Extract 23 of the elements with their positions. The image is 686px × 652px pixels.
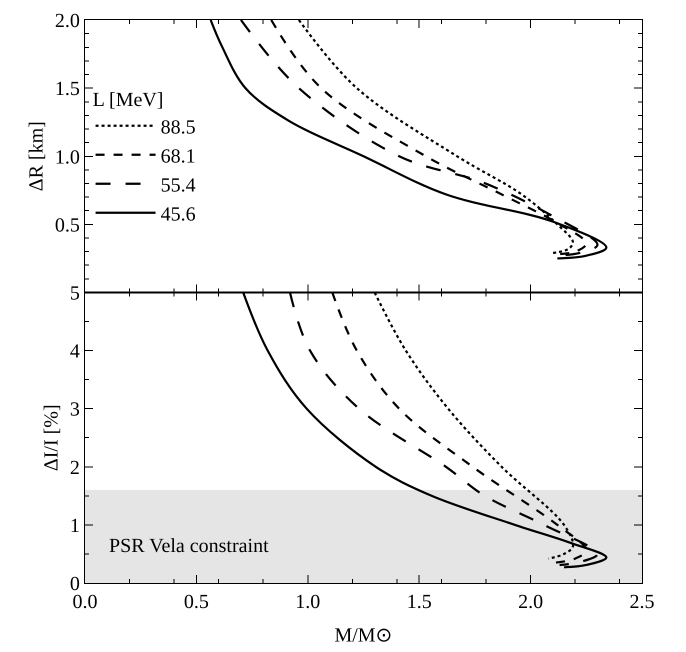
legend-label: 55.4 bbox=[160, 174, 196, 197]
y-tick-label: 2.0 bbox=[54, 10, 80, 32]
y-tick-label: 4 bbox=[70, 340, 80, 363]
y-tick-label: 1 bbox=[70, 514, 80, 537]
y-tick-label: 0.5 bbox=[54, 214, 80, 236]
legend-label: 68.1 bbox=[160, 146, 196, 168]
y-tick-label: 3 bbox=[70, 398, 80, 421]
y-tick-label: 1.0 bbox=[54, 146, 80, 168]
y-tick-label: 5 bbox=[70, 282, 80, 304]
legend-title: L [MeV] bbox=[92, 89, 164, 112]
x-tick-label: 0.5 bbox=[184, 591, 209, 614]
y-tick-label: 2 bbox=[70, 456, 80, 479]
x-axis-title: M/M⊙ bbox=[334, 624, 393, 647]
y-axis-title: ΔR [km] bbox=[25, 121, 48, 192]
x-tick-label: 1.0 bbox=[295, 591, 320, 614]
legend-label: 88.5 bbox=[160, 116, 196, 139]
x-tick-label: 2.0 bbox=[518, 591, 544, 614]
x-tick-label: 1.5 bbox=[406, 591, 432, 614]
band-label: PSR Vela constraint bbox=[109, 535, 270, 557]
y-axis-title: ΔI/I [%] bbox=[40, 404, 62, 472]
y-tick-label: 1.5 bbox=[54, 78, 80, 100]
legend-label: 45.6 bbox=[160, 204, 196, 226]
x-tick-label: 2.5 bbox=[630, 591, 654, 614]
